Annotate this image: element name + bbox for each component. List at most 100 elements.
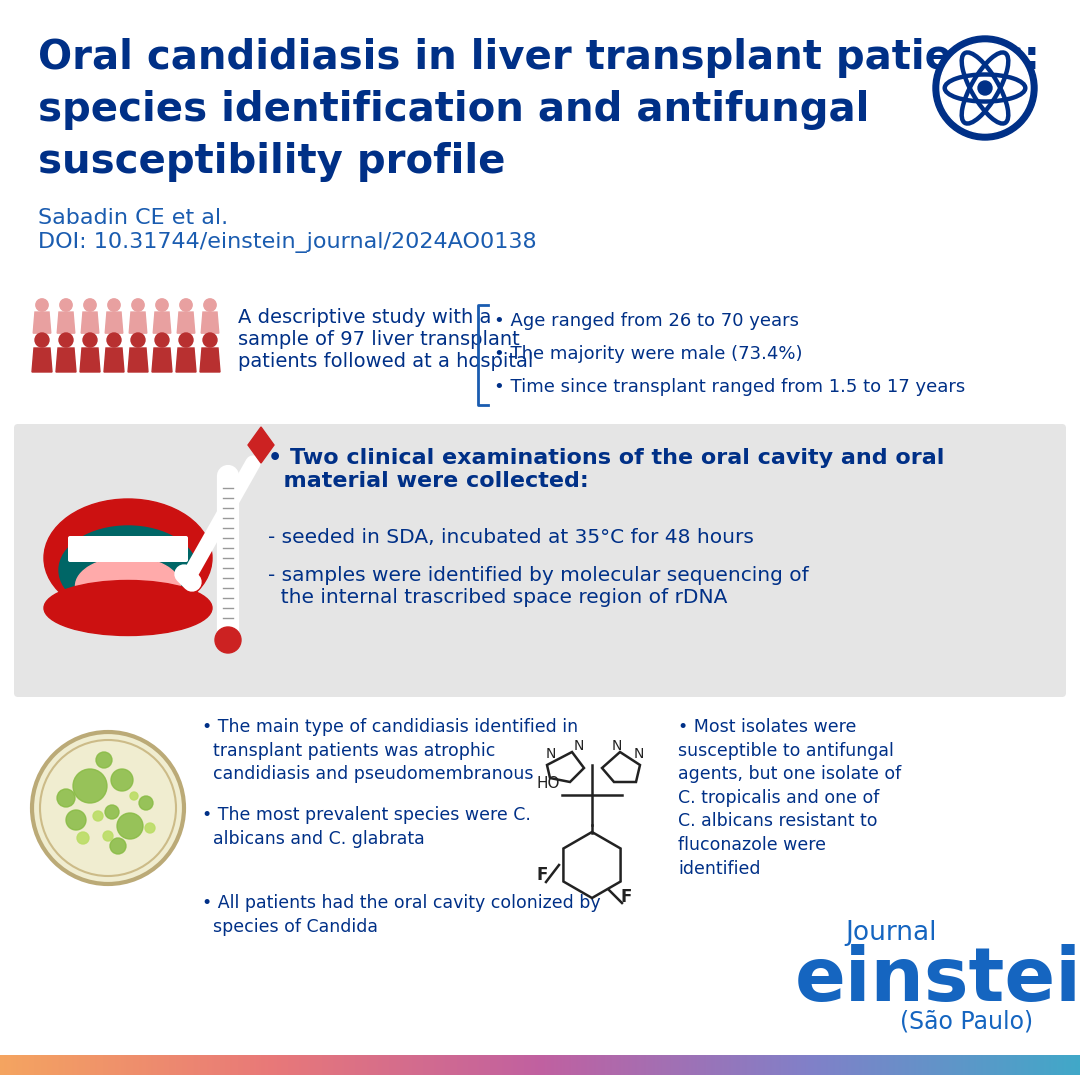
Polygon shape: [729, 1055, 731, 1075]
Polygon shape: [926, 1055, 927, 1075]
Polygon shape: [624, 1055, 626, 1075]
Polygon shape: [618, 1055, 619, 1075]
Polygon shape: [639, 1055, 640, 1075]
Polygon shape: [994, 1055, 996, 1075]
Text: DOI: 10.31744/einstein_journal/2024AO0138: DOI: 10.31744/einstein_journal/2024AO013…: [38, 232, 537, 253]
Polygon shape: [716, 1055, 718, 1075]
Polygon shape: [616, 1055, 618, 1075]
Polygon shape: [726, 1055, 727, 1075]
Polygon shape: [643, 1055, 645, 1075]
Polygon shape: [84, 1055, 86, 1075]
Polygon shape: [181, 1055, 184, 1075]
Polygon shape: [801, 1055, 802, 1075]
Polygon shape: [504, 1055, 505, 1075]
Polygon shape: [105, 312, 123, 333]
Polygon shape: [877, 1055, 878, 1075]
Polygon shape: [32, 1055, 35, 1075]
Polygon shape: [286, 1055, 288, 1075]
Polygon shape: [202, 1055, 203, 1075]
Polygon shape: [1058, 1055, 1061, 1075]
Polygon shape: [889, 1055, 891, 1075]
Polygon shape: [103, 1055, 105, 1075]
Polygon shape: [821, 1055, 823, 1075]
Polygon shape: [1053, 1055, 1055, 1075]
Polygon shape: [680, 1055, 683, 1075]
Polygon shape: [545, 1055, 548, 1075]
Polygon shape: [324, 1055, 326, 1075]
Polygon shape: [961, 1055, 963, 1075]
Polygon shape: [786, 1055, 788, 1075]
Polygon shape: [678, 1055, 680, 1075]
Polygon shape: [342, 1055, 343, 1075]
Polygon shape: [441, 1055, 443, 1075]
Polygon shape: [1051, 1055, 1053, 1075]
Text: species identification and antifungal: species identification and antifungal: [38, 90, 869, 130]
Polygon shape: [508, 1055, 510, 1075]
Polygon shape: [1017, 1055, 1018, 1075]
Polygon shape: [302, 1055, 305, 1075]
Polygon shape: [710, 1055, 711, 1075]
Polygon shape: [51, 1055, 52, 1075]
Circle shape: [978, 81, 993, 95]
Polygon shape: [734, 1055, 737, 1075]
Polygon shape: [986, 1055, 988, 1075]
Polygon shape: [1072, 1055, 1075, 1075]
Polygon shape: [97, 1055, 99, 1075]
Polygon shape: [923, 1055, 926, 1075]
Polygon shape: [5, 1055, 8, 1075]
Polygon shape: [538, 1055, 540, 1075]
Polygon shape: [818, 1055, 819, 1075]
Polygon shape: [742, 1055, 743, 1075]
Polygon shape: [1045, 1055, 1048, 1075]
Polygon shape: [657, 1055, 659, 1075]
Polygon shape: [815, 1055, 818, 1075]
Polygon shape: [499, 1055, 500, 1075]
Polygon shape: [310, 1055, 311, 1075]
Circle shape: [215, 627, 241, 653]
Polygon shape: [211, 1055, 213, 1075]
Polygon shape: [893, 1055, 894, 1075]
Polygon shape: [153, 312, 171, 333]
Polygon shape: [429, 1055, 430, 1075]
Polygon shape: [556, 1055, 558, 1075]
Polygon shape: [720, 1055, 721, 1075]
Polygon shape: [564, 1055, 565, 1075]
Polygon shape: [430, 1055, 432, 1075]
Polygon shape: [761, 1055, 764, 1075]
Polygon shape: [243, 1055, 245, 1075]
Polygon shape: [11, 1055, 13, 1075]
Polygon shape: [41, 1055, 43, 1075]
Circle shape: [117, 813, 143, 839]
Polygon shape: [435, 1055, 437, 1075]
Polygon shape: [1040, 1055, 1042, 1075]
Polygon shape: [675, 1055, 677, 1075]
FancyBboxPatch shape: [68, 536, 188, 562]
Polygon shape: [27, 1055, 29, 1075]
Polygon shape: [743, 1055, 745, 1075]
Text: susceptibility profile: susceptibility profile: [38, 141, 505, 183]
Polygon shape: [170, 1055, 171, 1075]
Polygon shape: [1007, 1055, 1008, 1075]
Polygon shape: [25, 1055, 27, 1075]
Polygon shape: [373, 1055, 375, 1075]
Circle shape: [83, 333, 97, 347]
Polygon shape: [700, 1055, 702, 1075]
Polygon shape: [936, 1055, 937, 1075]
Circle shape: [132, 299, 144, 311]
Polygon shape: [0, 1055, 2, 1075]
Polygon shape: [446, 1055, 448, 1075]
Polygon shape: [405, 1055, 407, 1075]
Polygon shape: [862, 1055, 864, 1075]
Polygon shape: [171, 1055, 173, 1075]
Polygon shape: [853, 1055, 855, 1075]
Polygon shape: [337, 1055, 338, 1075]
Polygon shape: [837, 1055, 839, 1075]
Polygon shape: [918, 1055, 920, 1075]
Polygon shape: [9, 1055, 11, 1075]
Polygon shape: [648, 1055, 650, 1075]
Polygon shape: [81, 312, 98, 333]
Polygon shape: [467, 1055, 468, 1075]
Polygon shape: [397, 1055, 400, 1075]
Polygon shape: [201, 312, 219, 333]
Polygon shape: [491, 1055, 494, 1075]
